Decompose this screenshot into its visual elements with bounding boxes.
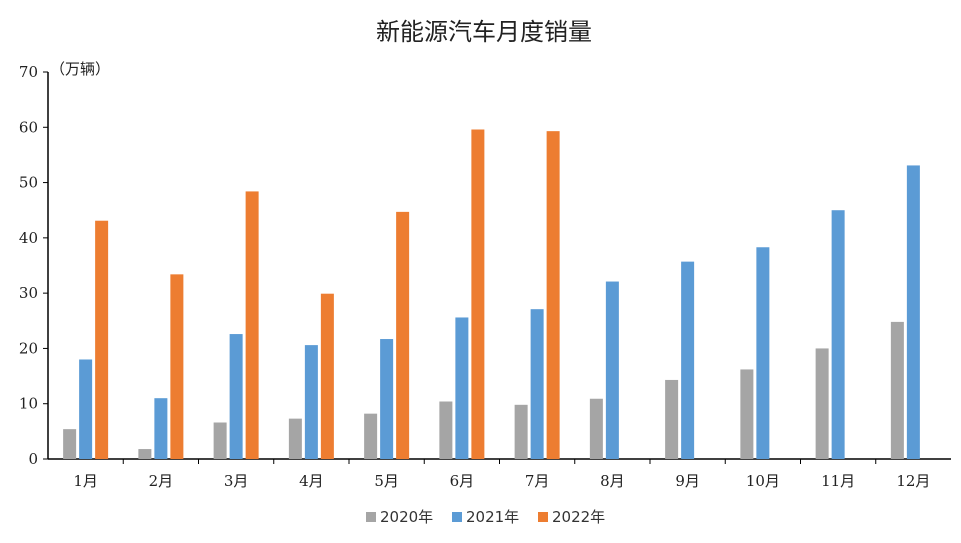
bar-2022年-5月 — [396, 211, 410, 459]
legend-swatch — [366, 512, 376, 522]
bar-2022年-7月 — [546, 131, 560, 460]
y-tick-label: 40 — [19, 229, 38, 247]
bar-2022年-6月 — [471, 129, 485, 460]
bar-2021年-8月 — [605, 281, 619, 459]
bar-2020年-11月 — [815, 348, 829, 459]
bar-2021年-4月 — [304, 345, 318, 459]
bar-2020年-1月 — [63, 429, 77, 459]
bar-2021年-11月 — [831, 210, 845, 459]
bar-2021年-1月 — [79, 359, 93, 459]
y-tick-label: 70 — [19, 63, 38, 81]
bar-2021年-2月 — [154, 398, 168, 459]
y-tick-label: 30 — [19, 284, 38, 302]
legend-swatch — [452, 512, 462, 522]
y-axis-unit: （万辆） — [50, 60, 110, 78]
x-tick-label: 2月 — [149, 472, 174, 490]
bar-2020年-5月 — [364, 413, 378, 459]
x-tick-label: 10月 — [746, 472, 780, 490]
x-tick-label: 1月 — [73, 472, 98, 490]
bar-2021年-3月 — [229, 334, 243, 459]
x-tick-label: 3月 — [224, 472, 249, 490]
bar-2021年-5月 — [380, 339, 394, 459]
bars-group — [63, 129, 920, 460]
x-tick-label: 7月 — [525, 472, 550, 490]
y-tick-label: 10 — [19, 395, 38, 413]
bar-2021年-12月 — [906, 165, 920, 459]
x-tick-label: 8月 — [600, 472, 625, 490]
bar-2022年-4月 — [320, 293, 334, 459]
bar-2020年-3月 — [213, 422, 227, 459]
x-tick-label: 6月 — [450, 472, 475, 490]
legend-label: 2022年 — [552, 508, 605, 526]
x-tick-label: 9月 — [675, 472, 700, 490]
y-tick-label: 50 — [19, 174, 38, 192]
bar-2020年-8月 — [589, 398, 603, 459]
bar-2020年-6月 — [439, 401, 453, 459]
y-tick-label: 20 — [19, 339, 38, 357]
bar-2021年-7月 — [530, 309, 544, 459]
bar-2022年-1月 — [95, 220, 109, 459]
bar-2020年-9月 — [665, 379, 679, 459]
x-tick-label: 4月 — [299, 472, 324, 490]
legend-label: 2021年 — [466, 508, 519, 526]
x-tick-label: 12月 — [896, 472, 930, 490]
x-tick-label: 5月 — [374, 472, 399, 490]
bar-2021年-9月 — [681, 261, 695, 459]
bar-2020年-4月 — [288, 418, 302, 459]
bar-2022年-3月 — [245, 191, 259, 459]
y-tick-labels: 0 10 20 30 40 50 60 70 — [19, 63, 48, 468]
legend-swatch — [538, 512, 548, 522]
y-tick-label: 0 — [28, 450, 38, 468]
chart-title: 新能源汽车月度销量 — [376, 18, 592, 46]
bar-2020年-10月 — [740, 369, 754, 459]
x-tick-labels: 1月 2月 3月 4月 5月 6月 7月 8月 9月 10月 11月 12月 — [73, 459, 930, 490]
bar-2022年-2月 — [170, 274, 184, 459]
bar-2020年-2月 — [138, 449, 152, 459]
bar-2020年-7月 — [514, 404, 528, 459]
y-tick-label: 60 — [19, 118, 38, 136]
legend-label: 2020年 — [380, 508, 433, 526]
bar-2021年-6月 — [455, 317, 469, 459]
bar-2020年-12月 — [890, 321, 904, 459]
bar-2021年-10月 — [756, 247, 770, 459]
axes — [47, 72, 951, 460]
x-tick-label: 11月 — [821, 472, 855, 490]
legend: 2020年 2021年 2022年 — [366, 508, 605, 526]
